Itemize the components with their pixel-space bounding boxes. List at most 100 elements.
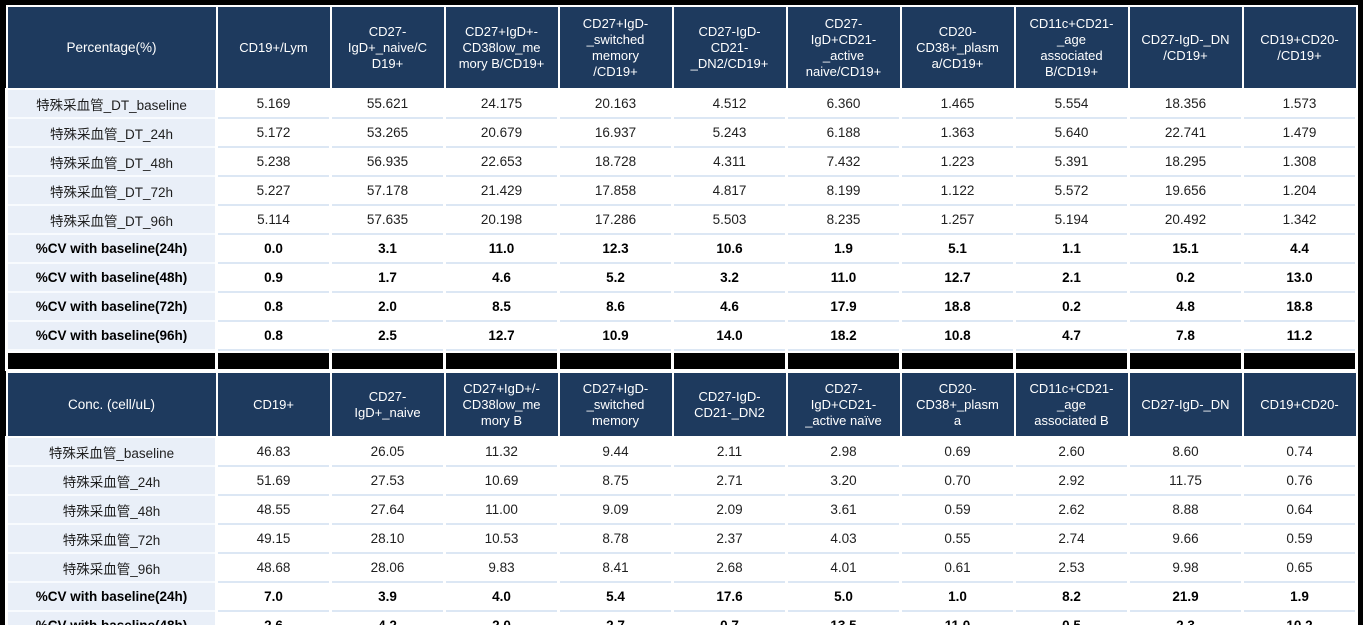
sample-row: 特殊采血管_DT_72h 5.227 57.178 21.429 17.858 4.817…: [5, 176, 1358, 206]
data-cell: 0.55: [899, 524, 1016, 554]
data-cell: 5.0: [785, 582, 902, 612]
sample-row: 特殊采血管_DT_24h 5.172 53.265 20.679 16.937 5.243…: [5, 118, 1358, 148]
data-cell: 6.360: [785, 89, 902, 119]
data-cell: 5.243: [671, 118, 788, 148]
row-label: %CV with baseline(48h): [5, 611, 218, 625]
column-header: CD27- IgD+CD21- _active naive/CD19+: [785, 5, 902, 90]
data-cell: 8.75: [557, 466, 674, 496]
sample-row: 特殊采血管_DT_baseline 5.169 55.621 24.175 20.163…: [5, 89, 1358, 119]
data-cell: 0.64: [1241, 495, 1358, 525]
column-header: CD19+CD20- /CD19+: [1241, 5, 1358, 90]
data-cell: 5.172: [215, 118, 332, 148]
data-cell: 1.479: [1241, 118, 1358, 148]
data-cell: 5.227: [215, 176, 332, 206]
data-cell: 3.1: [329, 234, 446, 264]
row-label: %CV with baseline(72h): [5, 292, 218, 322]
sample-row: 特殊采血管_DT_48h 5.238 56.935 22.653 18.728 4.311…: [5, 147, 1358, 177]
data-cell: 0.0: [215, 234, 332, 264]
row-label: 特殊采血管_DT_48h: [5, 147, 218, 177]
data-cell: 13.0: [1241, 263, 1358, 293]
data-cell: 27.64: [329, 495, 446, 525]
cv-row: %CV with baseline(48h) 0.9 1.7 4.6 5.2 3.2 11.…: [5, 263, 1358, 293]
cv-row: %CV with baseline(48h)2.64.22.02.70.713.…: [5, 611, 1358, 625]
data-cell: 0.2: [1127, 263, 1244, 293]
sample-row: 特殊采血管_baseline 46.83 26.05 11.32 9.44 2.11 2.9…: [5, 437, 1358, 467]
data-cell: 1.9: [785, 234, 902, 264]
data-cell: 4.817: [671, 176, 788, 206]
data-cell: 0.65: [1241, 553, 1358, 583]
data-cell: 4.01: [785, 553, 902, 583]
separator-cell: [443, 351, 560, 371]
data-cell: 11.00: [443, 495, 560, 525]
data-cell: 0.59: [899, 495, 1016, 525]
data-cell: 2.68: [671, 553, 788, 583]
row-label: 特殊采血管_DT_96h: [5, 205, 218, 235]
data-cell: 8.6: [557, 292, 674, 322]
data-cell: 2.92: [1013, 466, 1130, 496]
separator-cell: [557, 351, 674, 371]
data-cell: 4.6: [671, 292, 788, 322]
data-cell: 1.223: [899, 147, 1016, 177]
data-cell: 1.0: [899, 582, 1016, 612]
column-header: CD27- IgD+_naive/C D19+: [329, 5, 446, 90]
data-cell: 17.9: [785, 292, 902, 322]
data-cell: 2.71: [671, 466, 788, 496]
column-header: CD20- CD38+_plasm a/CD19+: [899, 5, 1016, 90]
row-label: %CV with baseline(48h): [5, 263, 218, 293]
data-cell: 5.503: [671, 205, 788, 235]
data-cell: 14.0: [671, 321, 788, 351]
data-cell: 5.4: [557, 582, 674, 612]
data-cell: 22.653: [443, 147, 560, 177]
column-header: CD27+IgD- _switched memory /CD19+: [557, 5, 674, 90]
column-header: CD27-IgD- CD21-_DN2: [671, 371, 788, 438]
data-cell: 8.88: [1127, 495, 1244, 525]
data-cell: 0.61: [899, 553, 1016, 583]
row-label: 特殊采血管_48h: [5, 495, 218, 525]
data-cell: 53.265: [329, 118, 446, 148]
row-label: 特殊采血管_DT_24h: [5, 118, 218, 148]
data-cell: 2.37: [671, 524, 788, 554]
data-cell: 20.163: [557, 89, 674, 119]
data-cell: 1.204: [1241, 176, 1358, 206]
data-cell: 7.8: [1127, 321, 1244, 351]
data-cell: 5.169: [215, 89, 332, 119]
concentration-table-header: Conc. (cell/uL) CD19+ CD27- IgD+_naive C…: [5, 371, 1358, 438]
data-cell: 12.7: [899, 263, 1016, 293]
column-header: CD19+: [215, 371, 332, 438]
separator-cell: [1241, 351, 1358, 371]
data-cell: 12.7: [443, 321, 560, 351]
separator-cell: [5, 351, 218, 371]
data-cell: 10.53: [443, 524, 560, 554]
row-label: 特殊采血管_72h: [5, 524, 218, 554]
data-cell: 3.2: [671, 263, 788, 293]
data-cell: 2.3: [1127, 611, 1244, 625]
data-cell: 10.9: [557, 321, 674, 351]
data-cell: 4.512: [671, 89, 788, 119]
data-cell: 2.0: [443, 611, 560, 625]
data-cell: 8.60: [1127, 437, 1244, 467]
data-cell: 0.8: [215, 321, 332, 351]
data-cell: 0.5: [1013, 611, 1130, 625]
data-cell: 16.937: [557, 118, 674, 148]
cv-row: %CV with baseline(72h) 0.8 2.0 8.5 8.6 4.6 17.…: [5, 292, 1358, 322]
separator-cell: [1013, 351, 1130, 371]
table-title-percentage: Percentage(%): [5, 5, 218, 90]
column-header: CD27-IgD-_DN: [1127, 371, 1244, 438]
data-cell: 0.69: [899, 437, 1016, 467]
data-cell: 0.8: [215, 292, 332, 322]
data-cell: 2.7: [557, 611, 674, 625]
row-label: 特殊采血管_DT_baseline: [5, 89, 218, 119]
data-cell: 4.311: [671, 147, 788, 177]
data-cell: 26.05: [329, 437, 446, 467]
data-cell: 5.2: [557, 263, 674, 293]
data-cell: 0.7: [671, 611, 788, 625]
concentration-table: Conc. (cell/uL) CD19+ CD27- IgD+_naive C…: [5, 371, 1358, 625]
data-cell: 2.09: [671, 495, 788, 525]
data-cell: 8.41: [557, 553, 674, 583]
separator-cell: [899, 351, 1016, 371]
column-header: CD19+/Lym: [215, 5, 332, 90]
data-cell: 7.0: [215, 582, 332, 612]
data-cell: 10.6: [671, 234, 788, 264]
data-cell: 11.32: [443, 437, 560, 467]
data-cell: 5.572: [1013, 176, 1130, 206]
